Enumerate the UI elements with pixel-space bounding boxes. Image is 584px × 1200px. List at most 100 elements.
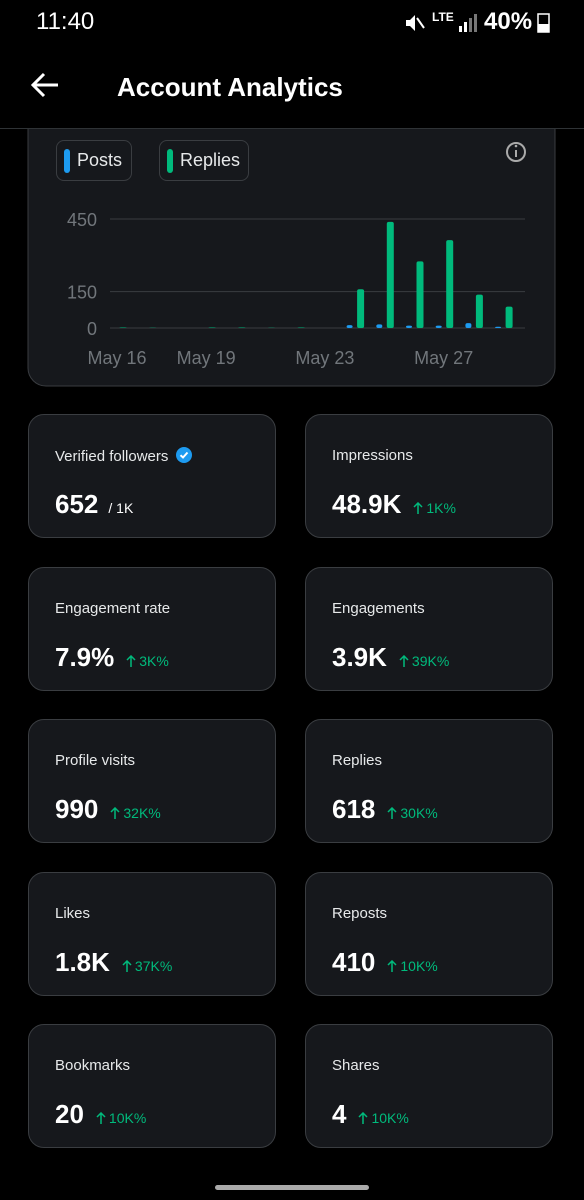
up-arrow	[358, 1111, 368, 1124]
metric-card[interactable]: Reposts 410 10K%	[305, 871, 553, 996]
up-arrow-path	[387, 959, 397, 972]
metric-value-row: 990 32K%	[55, 794, 161, 825]
up-arrow-path	[387, 806, 397, 819]
metric-card[interactable]: Impressions 48.9K 1K%	[305, 414, 553, 538]
metric-label: Engagements	[332, 600, 425, 617]
metric-label-text: Profile visits	[55, 752, 136, 769]
metric-value-row: 20 10K%	[55, 1099, 146, 1130]
metric-value: 410	[332, 946, 376, 977]
metric-label: Impressions	[332, 447, 413, 464]
bar	[495, 326, 502, 328]
mute-icon	[406, 15, 415, 31]
bar	[475, 294, 483, 328]
up-arrow-path	[358, 1111, 368, 1124]
metric-card[interactable]: Profile visits 990 32K%	[28, 719, 276, 843]
up-arrow-path	[122, 959, 132, 972]
metric-label: Shares	[332, 1057, 380, 1074]
x-tick-label: May 23	[295, 348, 354, 368]
metric-label-text: Engagements	[332, 599, 425, 617]
x-tick-label: May 16	[87, 348, 146, 368]
metric-card[interactable]: Verified followers 652 / 1K	[28, 414, 276, 538]
metric-change: 10K%	[387, 958, 438, 974]
signal-bar	[474, 14, 477, 32]
metric-label: Reposts	[332, 905, 387, 922]
back-button[interactable]	[30, 70, 62, 100]
metric-value: 20	[55, 1099, 84, 1129]
status-battery: 40%	[484, 8, 533, 35]
metric-card[interactable]: Replies 618 30K%	[305, 719, 553, 843]
metric-change-text: 10K%	[108, 1110, 147, 1126]
metric-total: / 1K	[108, 500, 134, 516]
legend-item[interactable]: Replies	[159, 140, 249, 181]
metric-change-text: 37K%	[134, 957, 173, 974]
metric-label: Likes	[55, 905, 90, 922]
x-tick-label: May 27	[414, 348, 473, 368]
metric-label-text: Bookmarks	[55, 1057, 131, 1074]
signal-bar	[459, 26, 462, 32]
metric-label: Profile visits	[55, 752, 135, 769]
metric-label-text: Engagement rate	[55, 599, 171, 617]
metric-card[interactable]: Shares 4 10K%	[305, 1024, 553, 1148]
metric-label-text: Impressions	[332, 447, 413, 464]
x-tick-label: May 19	[177, 348, 236, 368]
info-icon[interactable]	[506, 142, 526, 162]
metric-value-row: 3.9K 39K%	[332, 642, 449, 673]
metric-change: 37K%	[122, 958, 172, 974]
chart-card	[27, 89, 556, 387]
y-tick-label: 150	[67, 283, 97, 303]
legend-label: Replies	[180, 150, 241, 170]
metric-value-row: 410 10K%	[332, 947, 438, 978]
metric-value-row: 618 30K%	[332, 794, 438, 825]
metric-label: Engagement rate	[55, 600, 170, 617]
metric-change: 1K%	[413, 500, 456, 516]
legend-label: Posts	[77, 150, 123, 170]
metric-change: 30K%	[387, 805, 438, 821]
metric-label-text: Reposts	[332, 904, 388, 922]
metric-card[interactable]: Engagements 3.9K 39K%	[305, 566, 553, 691]
signal-bar	[469, 18, 472, 32]
metric-label-text: Shares	[332, 1057, 380, 1074]
metric-label: Bookmarks	[55, 1057, 130, 1074]
verified-badge	[176, 447, 193, 463]
bar	[346, 325, 353, 328]
up-arrow	[122, 959, 132, 972]
metric-label: Replies	[332, 752, 382, 769]
metric-value: 652	[55, 489, 99, 519]
legend-swatch	[167, 149, 173, 173]
bar	[416, 261, 424, 328]
metric-card[interactable]: Bookmarks 20 10K%	[28, 1024, 276, 1148]
metric-value: 618	[332, 794, 376, 824]
bar	[505, 306, 513, 328]
battery-icon	[537, 13, 550, 33]
metric-card[interactable]: Engagement rate 7.9% 3K%	[28, 566, 276, 691]
metric-label-text: Verified followers	[55, 448, 169, 465]
status-icons	[406, 14, 477, 32]
status-network: LTE	[432, 10, 454, 24]
bar	[446, 240, 454, 328]
page-title: Account Analytics	[117, 72, 343, 102]
metric-change: 39K%	[399, 653, 449, 669]
metric-value: 3.9K	[332, 641, 387, 672]
metric-label-text: Likes	[55, 904, 91, 922]
up-arrow	[387, 806, 397, 819]
metric-value-row: 652 / 1K	[55, 489, 133, 520]
app-header: 11:40 LTE 40% Account Analytics	[0, 0, 584, 129]
metric-label-text: Replies	[332, 752, 383, 769]
mute-icon-slash	[416, 17, 425, 29]
up-arrow-path	[126, 654, 136, 667]
metric-value: 7.9%	[55, 641, 115, 672]
metric-change: 10K%	[358, 1110, 409, 1126]
metric-value: 990	[55, 794, 99, 824]
metric-value-row: 4 10K%	[332, 1099, 409, 1130]
metric-value: 4	[332, 1099, 347, 1129]
bar	[386, 221, 394, 328]
metric-change-text: 32K%	[123, 805, 161, 821]
y-tick-label: 0	[87, 319, 97, 339]
bar	[357, 289, 365, 328]
metric-card[interactable]: Likes 1.8K 37K%	[28, 871, 276, 996]
legend-item[interactable]: Posts	[56, 140, 132, 181]
metric-change: 3K%	[126, 653, 169, 669]
up-arrow	[387, 959, 397, 972]
metric-change-text: 10K%	[371, 1110, 409, 1126]
